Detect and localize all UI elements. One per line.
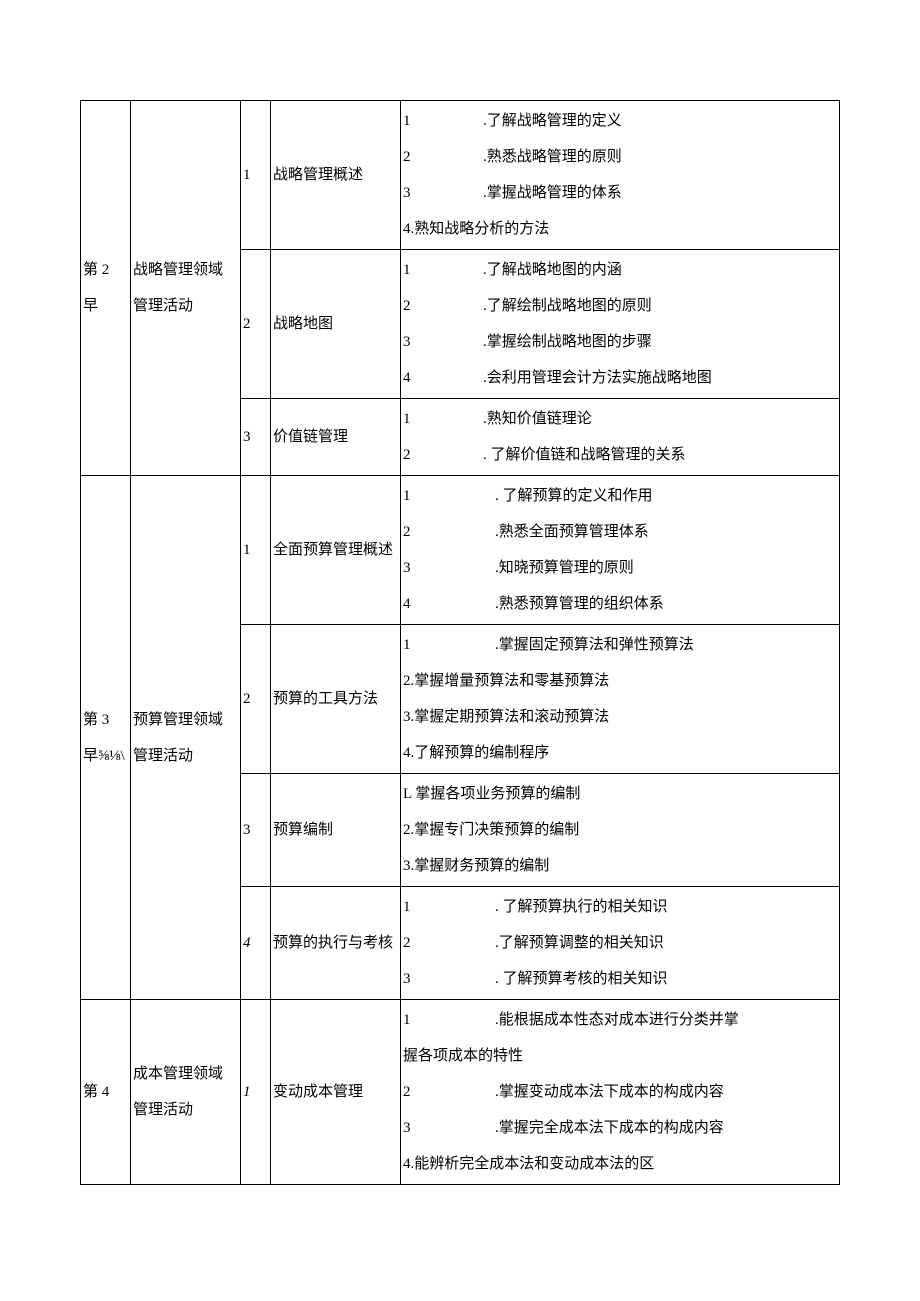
objective-line: 3. 了解预算考核的相关知识 [403, 961, 837, 997]
table-row: 第 4成本管理领域管理活动1变动成本管理1.能根据成本性态对成本进行分类并掌握各… [81, 1000, 840, 1185]
objective-line: 2.熟悉全面预算管理体系 [403, 514, 837, 550]
objective-line: 3.掌握定期预算法和滚动预算法 [403, 699, 837, 735]
section-number: 1 [241, 101, 271, 250]
objectives-cell: 1. 了解预算的定义和作用2.熟悉全面预算管理体系3.知晓预算管理的原则4.熟悉… [401, 476, 840, 625]
objective-line: 1.能根据成本性态对成本进行分类并掌 [403, 1002, 837, 1038]
section-number: 2 [241, 250, 271, 399]
objective-line: 4.熟知战略分析的方法 [403, 211, 837, 247]
chapter-label: 第 2早 [81, 101, 131, 476]
objective-line: 3.掌握财务预算的编制 [403, 848, 837, 884]
objective-line: 3.掌握完全成本法下成本的构成内容 [403, 1110, 837, 1146]
objectives-cell: 1.了解战略地图的内涵2.了解绘制战略地图的原则3.掌握绘制战略地图的步骤4.会… [401, 250, 840, 399]
section-title: 战略地图 [271, 250, 401, 399]
objective-line: 1. 了解预算的定义和作用 [403, 478, 837, 514]
objective-line: 2.掌握增量预算法和零基预算法 [403, 663, 837, 699]
objective-line: 2.了解绘制战略地图的原则 [403, 288, 837, 324]
objective-line: L 掌握各项业务预算的编制 [403, 776, 837, 812]
section-title: 价值链管理 [271, 399, 401, 476]
section-title: 变动成本管理 [271, 1000, 401, 1185]
objectives-cell: 1.能根据成本性态对成本进行分类并掌握各项成本的特性2.掌握变动成本法下成本的构… [401, 1000, 840, 1185]
chapter-label: 第 3早⅝⅛\ [81, 476, 131, 1000]
section-number: 3 [241, 774, 271, 887]
objective-line: 1.熟知价值链理论 [403, 401, 837, 437]
section-title: 预算的工具方法 [271, 625, 401, 774]
objective-line: 握各项成本的特性 [403, 1038, 837, 1074]
objective-line: 2.熟悉战略管理的原则 [403, 139, 837, 175]
section-title: 全面预算管理概述 [271, 476, 401, 625]
section-number: 4 [241, 887, 271, 1000]
objective-line: 4.能辨析完全成本法和变动成本法的区 [403, 1146, 837, 1182]
syllabus-table: 第 2早战略管理领域管理活动1战略管理概述1.了解战略管理的定义2.熟悉战略管理… [80, 100, 840, 1185]
objectives-cell: L 掌握各项业务预算的编制2.掌握专门决策预算的编制3.掌握财务预算的编制 [401, 774, 840, 887]
objective-line: 1.掌握固定预算法和弹性预算法 [403, 627, 837, 663]
objective-line: 3.知晓预算管理的原则 [403, 550, 837, 586]
objective-line: 2.掌握专门决策预算的编制 [403, 812, 837, 848]
objective-line: 1.了解战略地图的内涵 [403, 252, 837, 288]
objectives-cell: 1.了解战略管理的定义2.熟悉战略管理的原则3.掌握战略管理的体系4.熟知战略分… [401, 101, 840, 250]
objective-line: 3.掌握战略管理的体系 [403, 175, 837, 211]
objectives-cell: 1.掌握固定预算法和弹性预算法2.掌握增量预算法和零基预算法3.掌握定期预算法和… [401, 625, 840, 774]
section-number: 1 [241, 476, 271, 625]
objectives-cell: 1.熟知价值链理论2. 了解价值链和战略管理的关系 [401, 399, 840, 476]
objective-line: 2. 了解价值链和战略管理的关系 [403, 437, 837, 473]
table-row: 第 2早战略管理领域管理活动1战略管理概述1.了解战略管理的定义2.熟悉战略管理… [81, 101, 840, 250]
objective-line: 2.了解预算调整的相关知识 [403, 925, 837, 961]
objectives-cell: 1. 了解预算执行的相关知识2.了解预算调整的相关知识3. 了解预算考核的相关知… [401, 887, 840, 1000]
objective-line: 2.掌握变动成本法下成本的构成内容 [403, 1074, 837, 1110]
topic-cell: 战略管理领域管理活动 [131, 101, 241, 476]
section-title: 战略管理概述 [271, 101, 401, 250]
section-title: 预算的执行与考核 [271, 887, 401, 1000]
section-number: 3 [241, 399, 271, 476]
topic-cell: 预算管理领域管理活动 [131, 476, 241, 1000]
objective-line: 4.熟悉预算管理的组织体系 [403, 586, 837, 622]
table-row: 第 3早⅝⅛\预算管理领域管理活动1全面预算管理概述1. 了解预算的定义和作用2… [81, 476, 840, 625]
section-number: 2 [241, 625, 271, 774]
objective-line: 4.了解预算的编制程序 [403, 735, 837, 771]
chapter-label: 第 4 [81, 1000, 131, 1185]
objective-line: 1.了解战略管理的定义 [403, 103, 837, 139]
section-title: 预算编制 [271, 774, 401, 887]
topic-cell: 成本管理领域管理活动 [131, 1000, 241, 1185]
section-number: 1 [241, 1000, 271, 1185]
objective-line: 3.掌握绘制战略地图的步骤 [403, 324, 837, 360]
objective-line: 1. 了解预算执行的相关知识 [403, 889, 837, 925]
objective-line: 4.会利用管理会计方法实施战略地图 [403, 360, 837, 396]
